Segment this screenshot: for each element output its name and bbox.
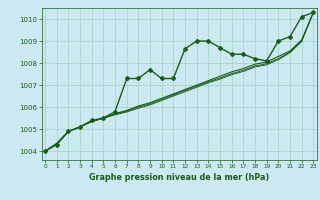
X-axis label: Graphe pression niveau de la mer (hPa): Graphe pression niveau de la mer (hPa): [89, 173, 269, 182]
